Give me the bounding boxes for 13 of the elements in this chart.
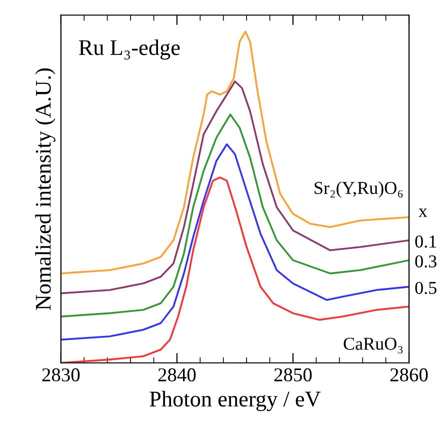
series-label: CaRuO₃ [344, 338, 403, 354]
series-label: Sr₂(Y,Ru)O₆ [314, 181, 403, 198]
series-label: 0.5 [415, 282, 436, 294]
x-tick-label: 2860 [390, 368, 428, 382]
series-label: 0.1 [415, 235, 436, 248]
annotation: Ru L₃-edge [78, 39, 180, 60]
series-label: 0.3 [415, 255, 436, 268]
x-tick-label: 2830 [42, 368, 80, 382]
legend-title: x [418, 208, 428, 217]
y-axis-title: Nomalized intensity (A.U.) [35, 68, 56, 310]
x-tick-label: 2850 [274, 368, 312, 382]
x-tick-label: 2840 [158, 368, 196, 382]
x-axis-title: Photon energy / eV [150, 390, 321, 412]
